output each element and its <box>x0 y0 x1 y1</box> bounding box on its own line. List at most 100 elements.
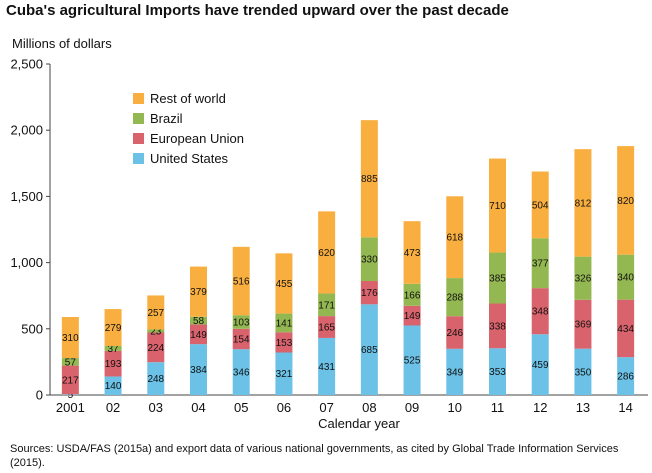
bar-segment <box>446 316 464 349</box>
data-label: 685 <box>361 345 378 356</box>
x-tick-label: 05 <box>234 400 248 415</box>
y-tick-label: 1,000 <box>10 255 43 270</box>
bar-segment <box>232 349 250 395</box>
data-label: 385 <box>489 274 506 285</box>
bar-segment <box>574 299 592 349</box>
bar-segment <box>232 315 250 329</box>
bar-segment <box>617 357 635 395</box>
data-label: 349 <box>446 367 463 378</box>
data-label: 885 <box>361 174 378 185</box>
data-label: 153 <box>276 338 293 349</box>
data-label: 504 <box>532 200 549 211</box>
bar-segment <box>232 246 250 316</box>
data-label: 279 <box>105 323 122 334</box>
legend-swatch <box>133 93 144 104</box>
x-tick-label: 04 <box>191 400 205 415</box>
data-label: 248 <box>147 374 164 385</box>
bar-segment <box>275 253 293 314</box>
bar-segment <box>574 256 592 300</box>
legend-label: United States <box>150 151 229 166</box>
bar-segment <box>318 337 336 395</box>
data-label: 166 <box>404 290 421 301</box>
bar-segment <box>61 394 79 395</box>
y-axis-label: Millions of dollars <box>12 36 112 51</box>
bar-segment <box>489 252 506 304</box>
bar-segment <box>190 324 207 345</box>
data-label: 620 <box>318 248 335 259</box>
data-label: 434 <box>617 324 634 335</box>
data-label: 812 <box>575 198 592 209</box>
data-label: 5 <box>68 390 74 401</box>
x-tick-label: 12 <box>533 400 547 415</box>
data-label: 431 <box>318 362 335 373</box>
bar-segment <box>531 238 549 289</box>
data-label: 516 <box>233 277 250 288</box>
bar-segment <box>446 348 464 395</box>
bar-segment <box>104 350 122 377</box>
x-tick-label: 06 <box>277 400 291 415</box>
bar-segment <box>275 313 293 333</box>
bar-segment <box>574 149 592 257</box>
bar-segment <box>61 358 79 366</box>
bar-segment <box>104 376 122 395</box>
y-tick-label: 0 <box>36 388 43 403</box>
bar-segment <box>531 334 549 395</box>
data-label: 330 <box>361 255 378 266</box>
data-label: 473 <box>404 248 421 259</box>
legend-swatch <box>133 113 144 124</box>
data-label: 165 <box>318 323 335 334</box>
bar-segment <box>147 295 165 330</box>
data-label: 58 <box>193 316 205 327</box>
data-label: 141 <box>276 318 293 329</box>
y-tick-label: 1,500 <box>10 189 43 204</box>
bar-segment <box>446 196 464 279</box>
bar-segment <box>489 348 506 395</box>
data-label: 710 <box>489 201 506 212</box>
data-label: 37 <box>108 344 120 355</box>
x-tick-label: 09 <box>405 400 419 415</box>
bar-segment <box>147 329 165 333</box>
data-label: 149 <box>190 330 207 341</box>
bar-segment <box>232 328 250 350</box>
footnote: Sources: USDA/FAS (2015a) and export dat… <box>10 443 619 469</box>
data-label: 384 <box>190 365 207 376</box>
bar-segment <box>403 283 421 306</box>
data-label: 57 <box>65 357 77 368</box>
bar-segment <box>360 237 378 282</box>
data-label: 350 <box>575 367 592 378</box>
x-tick-label: 11 <box>491 400 505 415</box>
bar-segment <box>318 316 336 338</box>
bar-segment <box>360 304 378 395</box>
data-label: 326 <box>575 274 592 285</box>
bar-segment <box>489 158 506 253</box>
x-tick-label: 13 <box>576 400 590 415</box>
x-tick-label: 03 <box>149 400 163 415</box>
bar-segment <box>318 211 336 294</box>
data-label: 379 <box>190 287 207 298</box>
y-tick-label: 2,500 <box>10 57 43 72</box>
data-label: 171 <box>318 300 335 311</box>
chart-title: Cuba's agricultural Imports have trended… <box>6 2 509 19</box>
bar-segment <box>147 362 165 395</box>
bar-segment <box>360 120 378 238</box>
bar-segment <box>360 281 378 305</box>
legend-swatch <box>133 153 144 164</box>
bar-segment <box>403 305 421 326</box>
bar-segment <box>61 317 79 359</box>
data-label: 346 <box>233 368 250 379</box>
data-label: 246 <box>446 328 463 339</box>
data-label: 193 <box>105 359 122 370</box>
x-tick-label: 10 <box>448 400 462 415</box>
bar-segment <box>275 332 293 353</box>
bar-segment <box>190 344 207 395</box>
data-label: 369 <box>575 320 592 331</box>
data-label: 338 <box>489 321 506 332</box>
data-label: 455 <box>276 279 293 290</box>
bar-segment <box>446 278 464 317</box>
legend-label: European Union <box>150 131 244 146</box>
x-tick-label: 2001 <box>56 400 85 415</box>
x-tick-label: 14 <box>618 400 632 415</box>
bar-segment <box>531 171 549 239</box>
